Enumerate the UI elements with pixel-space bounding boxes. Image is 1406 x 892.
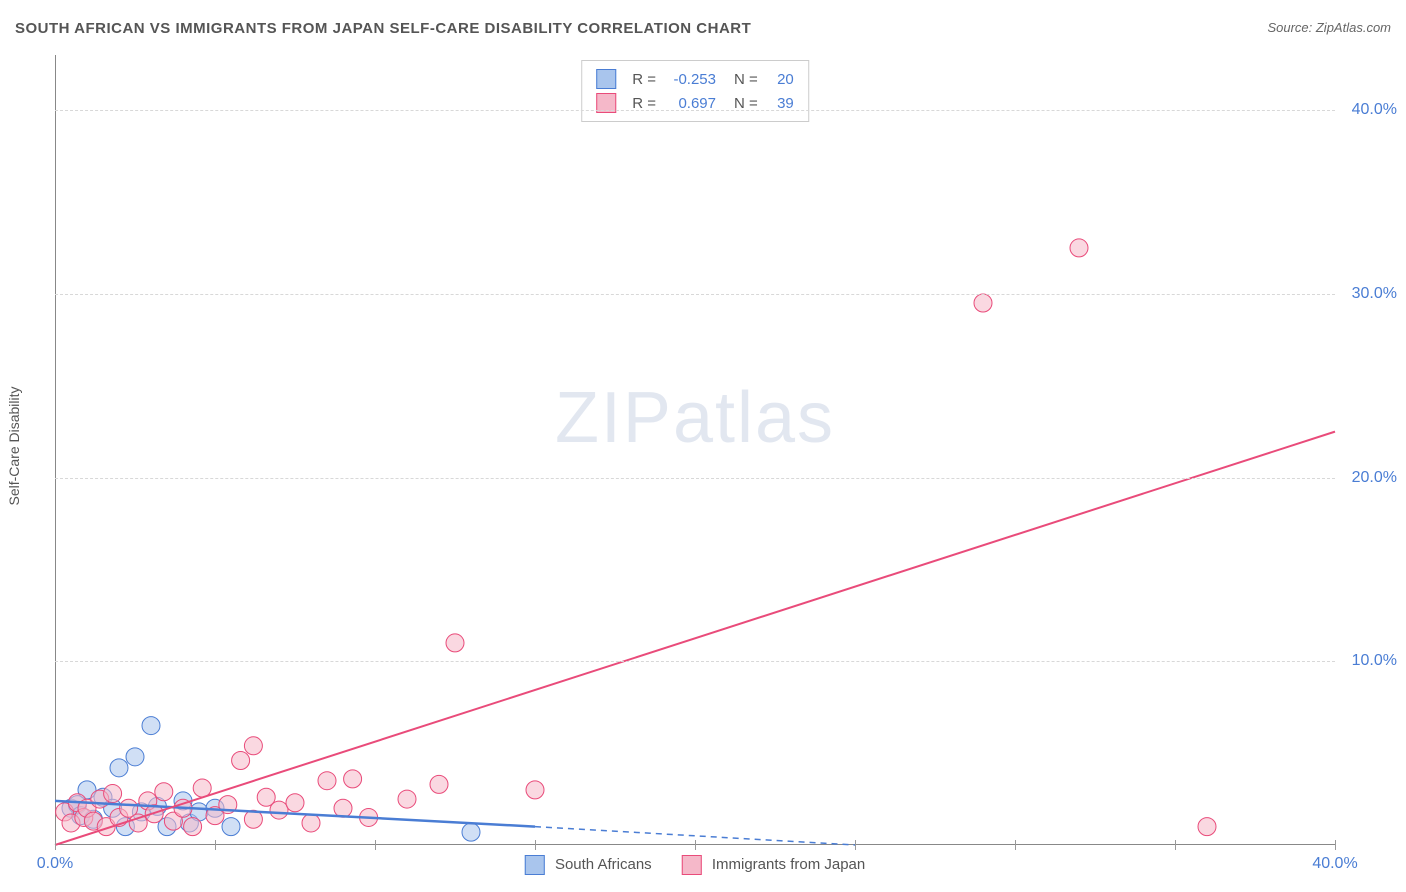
data-point	[104, 785, 122, 803]
n-label: N =	[734, 95, 758, 112]
data-point	[222, 818, 240, 836]
gridline	[55, 478, 1335, 479]
gridline	[55, 294, 1335, 295]
data-point	[110, 759, 128, 777]
data-point	[1070, 239, 1088, 257]
stats-row: R = -0.253 N = 20	[596, 67, 794, 91]
data-point	[398, 790, 416, 808]
x-tick	[535, 840, 536, 850]
gridline	[55, 110, 1335, 111]
stats-row: R = 0.697 N = 39	[596, 91, 794, 115]
data-point	[232, 751, 250, 769]
data-point	[344, 770, 362, 788]
data-point	[430, 775, 448, 793]
n-label: N =	[734, 71, 758, 88]
gridline	[55, 661, 1335, 662]
scatter-plot	[55, 55, 1335, 845]
data-point	[270, 801, 288, 819]
bottom-legend: South Africans Immigrants from Japan	[525, 855, 865, 875]
y-axis-label: Self-Care Disability	[6, 386, 22, 505]
x-tick	[1015, 840, 1016, 850]
data-point	[446, 634, 464, 652]
chart-area: ZIPatlas R = -0.253 N = 20 R = 0.697 N =…	[55, 55, 1335, 845]
legend-item: South Africans	[525, 855, 652, 875]
data-point	[142, 717, 160, 735]
r-value: 0.697	[666, 95, 716, 112]
data-point	[1198, 818, 1216, 836]
trend-line	[55, 432, 1335, 845]
x-tick	[375, 840, 376, 850]
x-tick	[695, 840, 696, 850]
data-point	[318, 772, 336, 790]
data-point	[193, 779, 211, 797]
y-tick-label: 20.0%	[1352, 469, 1397, 487]
x-tick	[1335, 840, 1336, 850]
data-point	[462, 823, 480, 841]
x-tick-label: 40.0%	[1312, 855, 1357, 873]
series-swatch-icon	[682, 855, 702, 875]
legend-label: South Africans	[555, 856, 652, 873]
data-point	[155, 783, 173, 801]
r-label: R =	[632, 71, 656, 88]
chart-title: SOUTH AFRICAN VS IMMIGRANTS FROM JAPAN S…	[15, 20, 751, 37]
n-value: 20	[768, 71, 794, 88]
stats-legend-box: R = -0.253 N = 20 R = 0.697 N = 39	[581, 60, 809, 122]
x-tick	[1175, 840, 1176, 850]
source-label: Source: ZipAtlas.com	[1267, 20, 1391, 35]
x-tick	[55, 840, 56, 850]
y-tick-label: 30.0%	[1352, 285, 1397, 303]
data-point	[244, 737, 262, 755]
series-swatch-icon	[596, 69, 616, 89]
legend-item: Immigrants from Japan	[682, 855, 866, 875]
data-point	[184, 818, 202, 836]
data-point	[334, 799, 352, 817]
y-tick-label: 40.0%	[1352, 101, 1397, 119]
data-point	[126, 748, 144, 766]
n-value: 39	[768, 95, 794, 112]
x-tick	[855, 840, 856, 850]
x-tick-label: 0.0%	[37, 855, 73, 873]
r-label: R =	[632, 95, 656, 112]
data-point	[286, 794, 304, 812]
legend-label: Immigrants from Japan	[712, 856, 865, 873]
x-tick	[215, 840, 216, 850]
series-swatch-icon	[525, 855, 545, 875]
y-tick-label: 10.0%	[1352, 652, 1397, 670]
data-point	[526, 781, 544, 799]
data-point	[302, 814, 320, 832]
r-value: -0.253	[666, 71, 716, 88]
data-point	[974, 294, 992, 312]
